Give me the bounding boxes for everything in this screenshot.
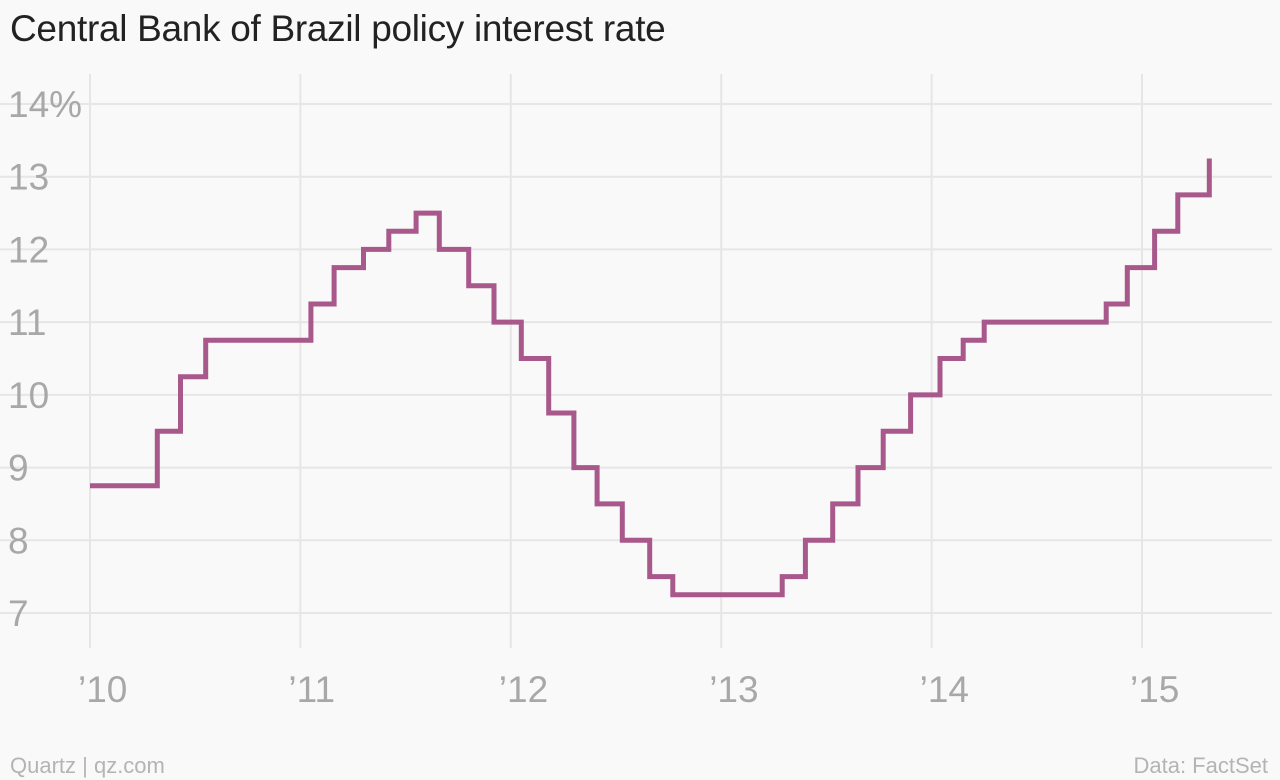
y-tick-label: 13 xyxy=(8,157,49,198)
x-tick-labels: ’10 ’11 ’12 ’13 ’14 ’15 xyxy=(78,669,1179,710)
x-tick-label: ’15 xyxy=(1130,669,1179,710)
y-tick-label: 9 xyxy=(8,448,29,489)
series-line xyxy=(90,158,1212,598)
chart-title: Central Bank of Brazil policy interest r… xyxy=(10,8,666,49)
y-tick-label: 10 xyxy=(8,375,49,416)
y-tick-labels: 14% 13 12 11 10 9 8 7 xyxy=(8,84,82,634)
footer-source-right: Data: FactSet xyxy=(1133,753,1268,778)
y-gridlines xyxy=(0,103,1272,614)
series-group xyxy=(89,158,1212,598)
y-tick-label: 7 xyxy=(8,593,29,634)
x-tick-label: ’10 xyxy=(78,669,127,710)
y-tick-label: 14% xyxy=(8,84,82,125)
x-tick-label: ’12 xyxy=(499,669,548,710)
x-gridlines xyxy=(89,74,1143,648)
y-tick-label: 8 xyxy=(8,520,29,561)
y-tick-label: 12 xyxy=(8,229,49,270)
x-tick-label: ’14 xyxy=(920,669,969,710)
y-tick-label: 11 xyxy=(8,302,46,343)
x-tick-label: ’11 xyxy=(288,669,335,710)
x-tick-label: ’13 xyxy=(709,669,758,710)
footer-source-left: Quartz | qz.com xyxy=(10,753,165,778)
